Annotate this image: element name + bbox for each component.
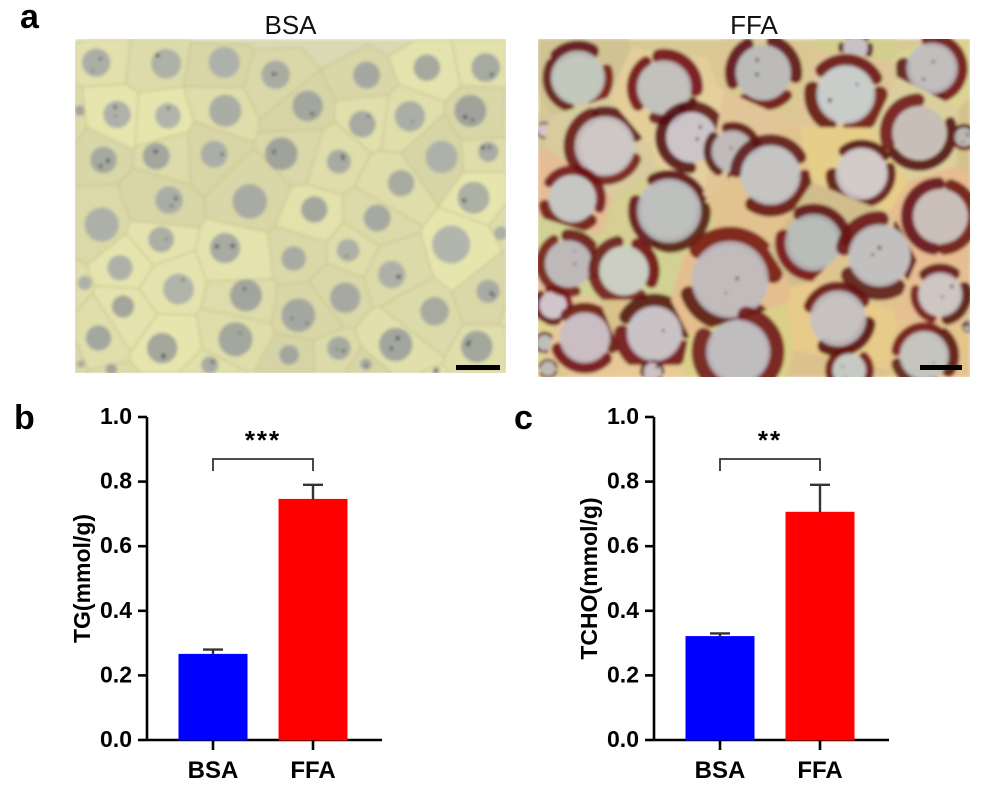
svg-text:0.2: 0.2 (607, 661, 639, 687)
svg-text:1.0: 1.0 (607, 403, 639, 429)
svg-text:0.2: 0.2 (100, 661, 132, 687)
svg-text:FFA: FFA (797, 757, 842, 784)
svg-text:FFA: FFA (290, 757, 335, 784)
svg-text:0.0: 0.0 (607, 726, 639, 752)
svg-text:TG(mmol/g): TG(mmol/g) (72, 514, 95, 643)
svg-text:1.0: 1.0 (100, 403, 132, 429)
svg-text:0.6: 0.6 (607, 532, 639, 558)
svg-text:BSA: BSA (695, 757, 746, 784)
svg-text:0.8: 0.8 (607, 468, 639, 494)
svg-text:TCHO(mmol/g): TCHO(mmol/g) (579, 497, 602, 659)
svg-text:0.6: 0.6 (100, 532, 132, 558)
svg-text:**: ** (758, 425, 782, 455)
svg-text:0.8: 0.8 (100, 468, 132, 494)
svg-text:0.4: 0.4 (100, 597, 132, 623)
svg-text:0.0: 0.0 (100, 726, 132, 752)
svg-text:0.4: 0.4 (607, 597, 639, 623)
svg-text:BSA: BSA (188, 757, 239, 784)
svg-text:***: *** (245, 425, 281, 455)
